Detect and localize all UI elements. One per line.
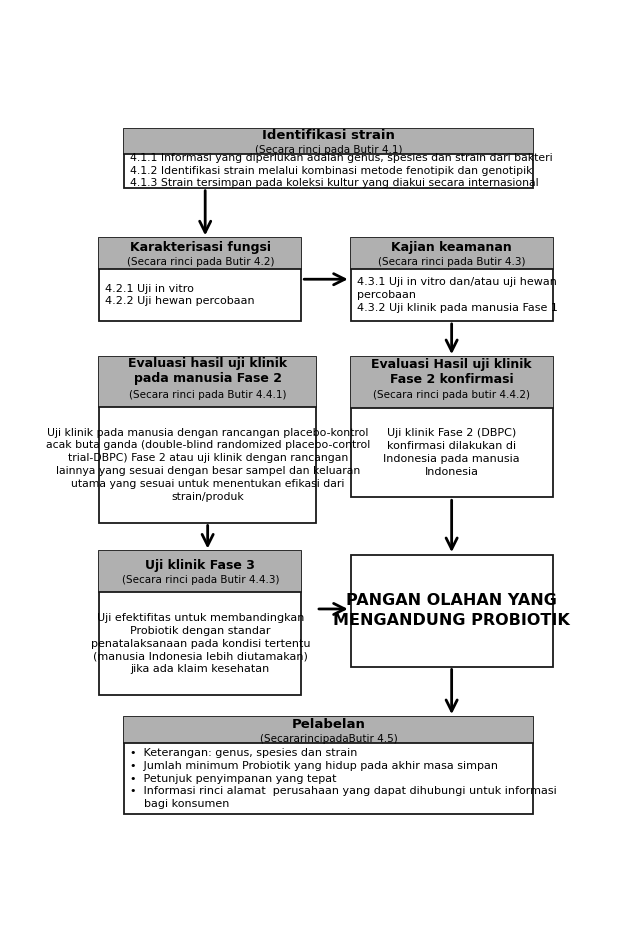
Text: 4.1.1 Informasi yang diperlukan adalah genus, spesies dan strain dari bakteri
4.: 4.1.1 Informasi yang diperlukan adalah g… [130,153,553,189]
FancyBboxPatch shape [124,129,533,153]
Text: Uji efektifitas untuk membandingkan
Probiotik dengan standar
penatalaksanaan pad: Uji efektifitas untuk membandingkan Prob… [90,613,310,674]
Text: Identifikasi strain: Identifikasi strain [262,129,395,141]
Text: PANGAN OLAHAN YANG
MENGANDUNG PROBIOTIK: PANGAN OLAHAN YANG MENGANDUNG PROBIOTIK [333,594,570,628]
Text: •  Keterangan: genus, spesies dan strain
•  Jumlah minimum Probiotik yang hidup : • Keterangan: genus, spesies dan strain … [130,748,556,810]
FancyBboxPatch shape [99,238,301,321]
FancyBboxPatch shape [124,717,533,743]
Text: Uji klinik Fase 3: Uji klinik Fase 3 [145,559,255,572]
FancyBboxPatch shape [350,238,553,321]
Text: (Secara rinci pada butir 4.4.2): (Secara rinci pada butir 4.4.2) [373,390,530,400]
FancyBboxPatch shape [350,357,553,408]
Text: Kajian keamanan: Kajian keamanan [391,241,512,254]
FancyBboxPatch shape [350,357,553,497]
Text: Karakterisasi fungsi: Karakterisasi fungsi [130,241,271,254]
FancyBboxPatch shape [99,552,301,592]
Text: Uji klinik pada manusia dengan rancangan placebo-kontrol
acak buta ganda (double: Uji klinik pada manusia dengan rancangan… [46,427,370,501]
Text: (Secara rinci pada Butir 4.2): (Secara rinci pada Butir 4.2) [127,257,274,267]
Text: Pelabelan: Pelabelan [291,717,365,730]
FancyBboxPatch shape [124,717,533,814]
Text: 4.2.1 Uji in vitro
4.2.2 Uji hewan percobaan: 4.2.1 Uji in vitro 4.2.2 Uji hewan perco… [105,283,255,307]
Text: (SecararincipadaButir 4.5): (SecararincipadaButir 4.5) [259,734,398,743]
FancyBboxPatch shape [124,129,533,188]
Text: Evaluasi hasil uji klinik
pada manusia Fase 2: Evaluasi hasil uji klinik pada manusia F… [128,357,287,385]
FancyBboxPatch shape [99,357,316,407]
Text: (Secara rinci pada Butir 4.1): (Secara rinci pada Butir 4.1) [254,145,402,155]
Text: (Secara rinci pada Butir 4.4.1): (Secara rinci pada Butir 4.4.1) [129,390,286,400]
Text: (Secara rinci pada Butir 4.4.3): (Secara rinci pada Butir 4.4.3) [121,575,279,585]
Text: Evaluasi Hasil uji klinik
Fase 2 konfirmasi: Evaluasi Hasil uji klinik Fase 2 konfirm… [371,358,532,386]
Text: Uji klinik Fase 2 (DBPC)
konfirmasi dilakukan di
Indonesia pada manusia
Indonesi: Uji klinik Fase 2 (DBPC) konfirmasi dila… [384,428,520,477]
Text: (Secara rinci pada Butir 4.3): (Secara rinci pada Butir 4.3) [378,257,525,267]
FancyBboxPatch shape [350,555,553,667]
FancyBboxPatch shape [99,238,301,269]
FancyBboxPatch shape [99,357,316,523]
FancyBboxPatch shape [99,552,301,696]
FancyBboxPatch shape [350,238,553,269]
Text: 4.3.1 Uji in vitro dan/atau uji hewan
percobaan
4.3.2 Uji klinik pada manusia Fa: 4.3.1 Uji in vitro dan/atau uji hewan pe… [357,277,557,312]
